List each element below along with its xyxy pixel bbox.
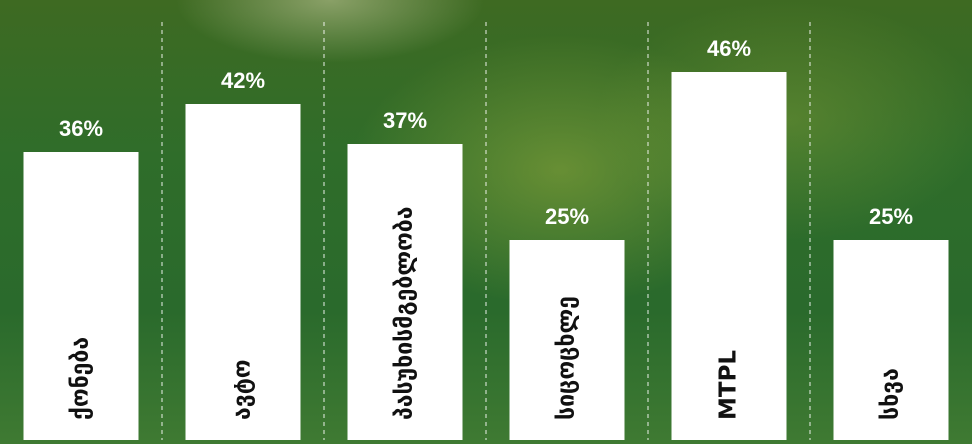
value-label-5: 46% (707, 36, 751, 61)
category-label-6: სხვა (878, 368, 904, 420)
category-label-2: ავტო (230, 359, 256, 420)
category-label-1: ქონება (68, 337, 94, 420)
value-label-3: 37% (383, 108, 427, 133)
bar-1 (23, 152, 139, 440)
bar-4 (509, 240, 625, 440)
bar-6 (833, 240, 949, 440)
category-label-4: სიცოცხლე (554, 296, 580, 420)
bar-5 (671, 72, 787, 440)
category-label-5: MTPL (716, 350, 742, 420)
value-label-2: 42% (221, 68, 265, 93)
value-label-4: 25% (545, 204, 589, 229)
bar-3 (347, 144, 463, 440)
bar-2 (185, 104, 301, 440)
value-label-6: 25% (869, 204, 913, 229)
value-label-1: 36% (59, 116, 103, 141)
category-label-3: პასუხისმგებლობა (392, 207, 418, 420)
